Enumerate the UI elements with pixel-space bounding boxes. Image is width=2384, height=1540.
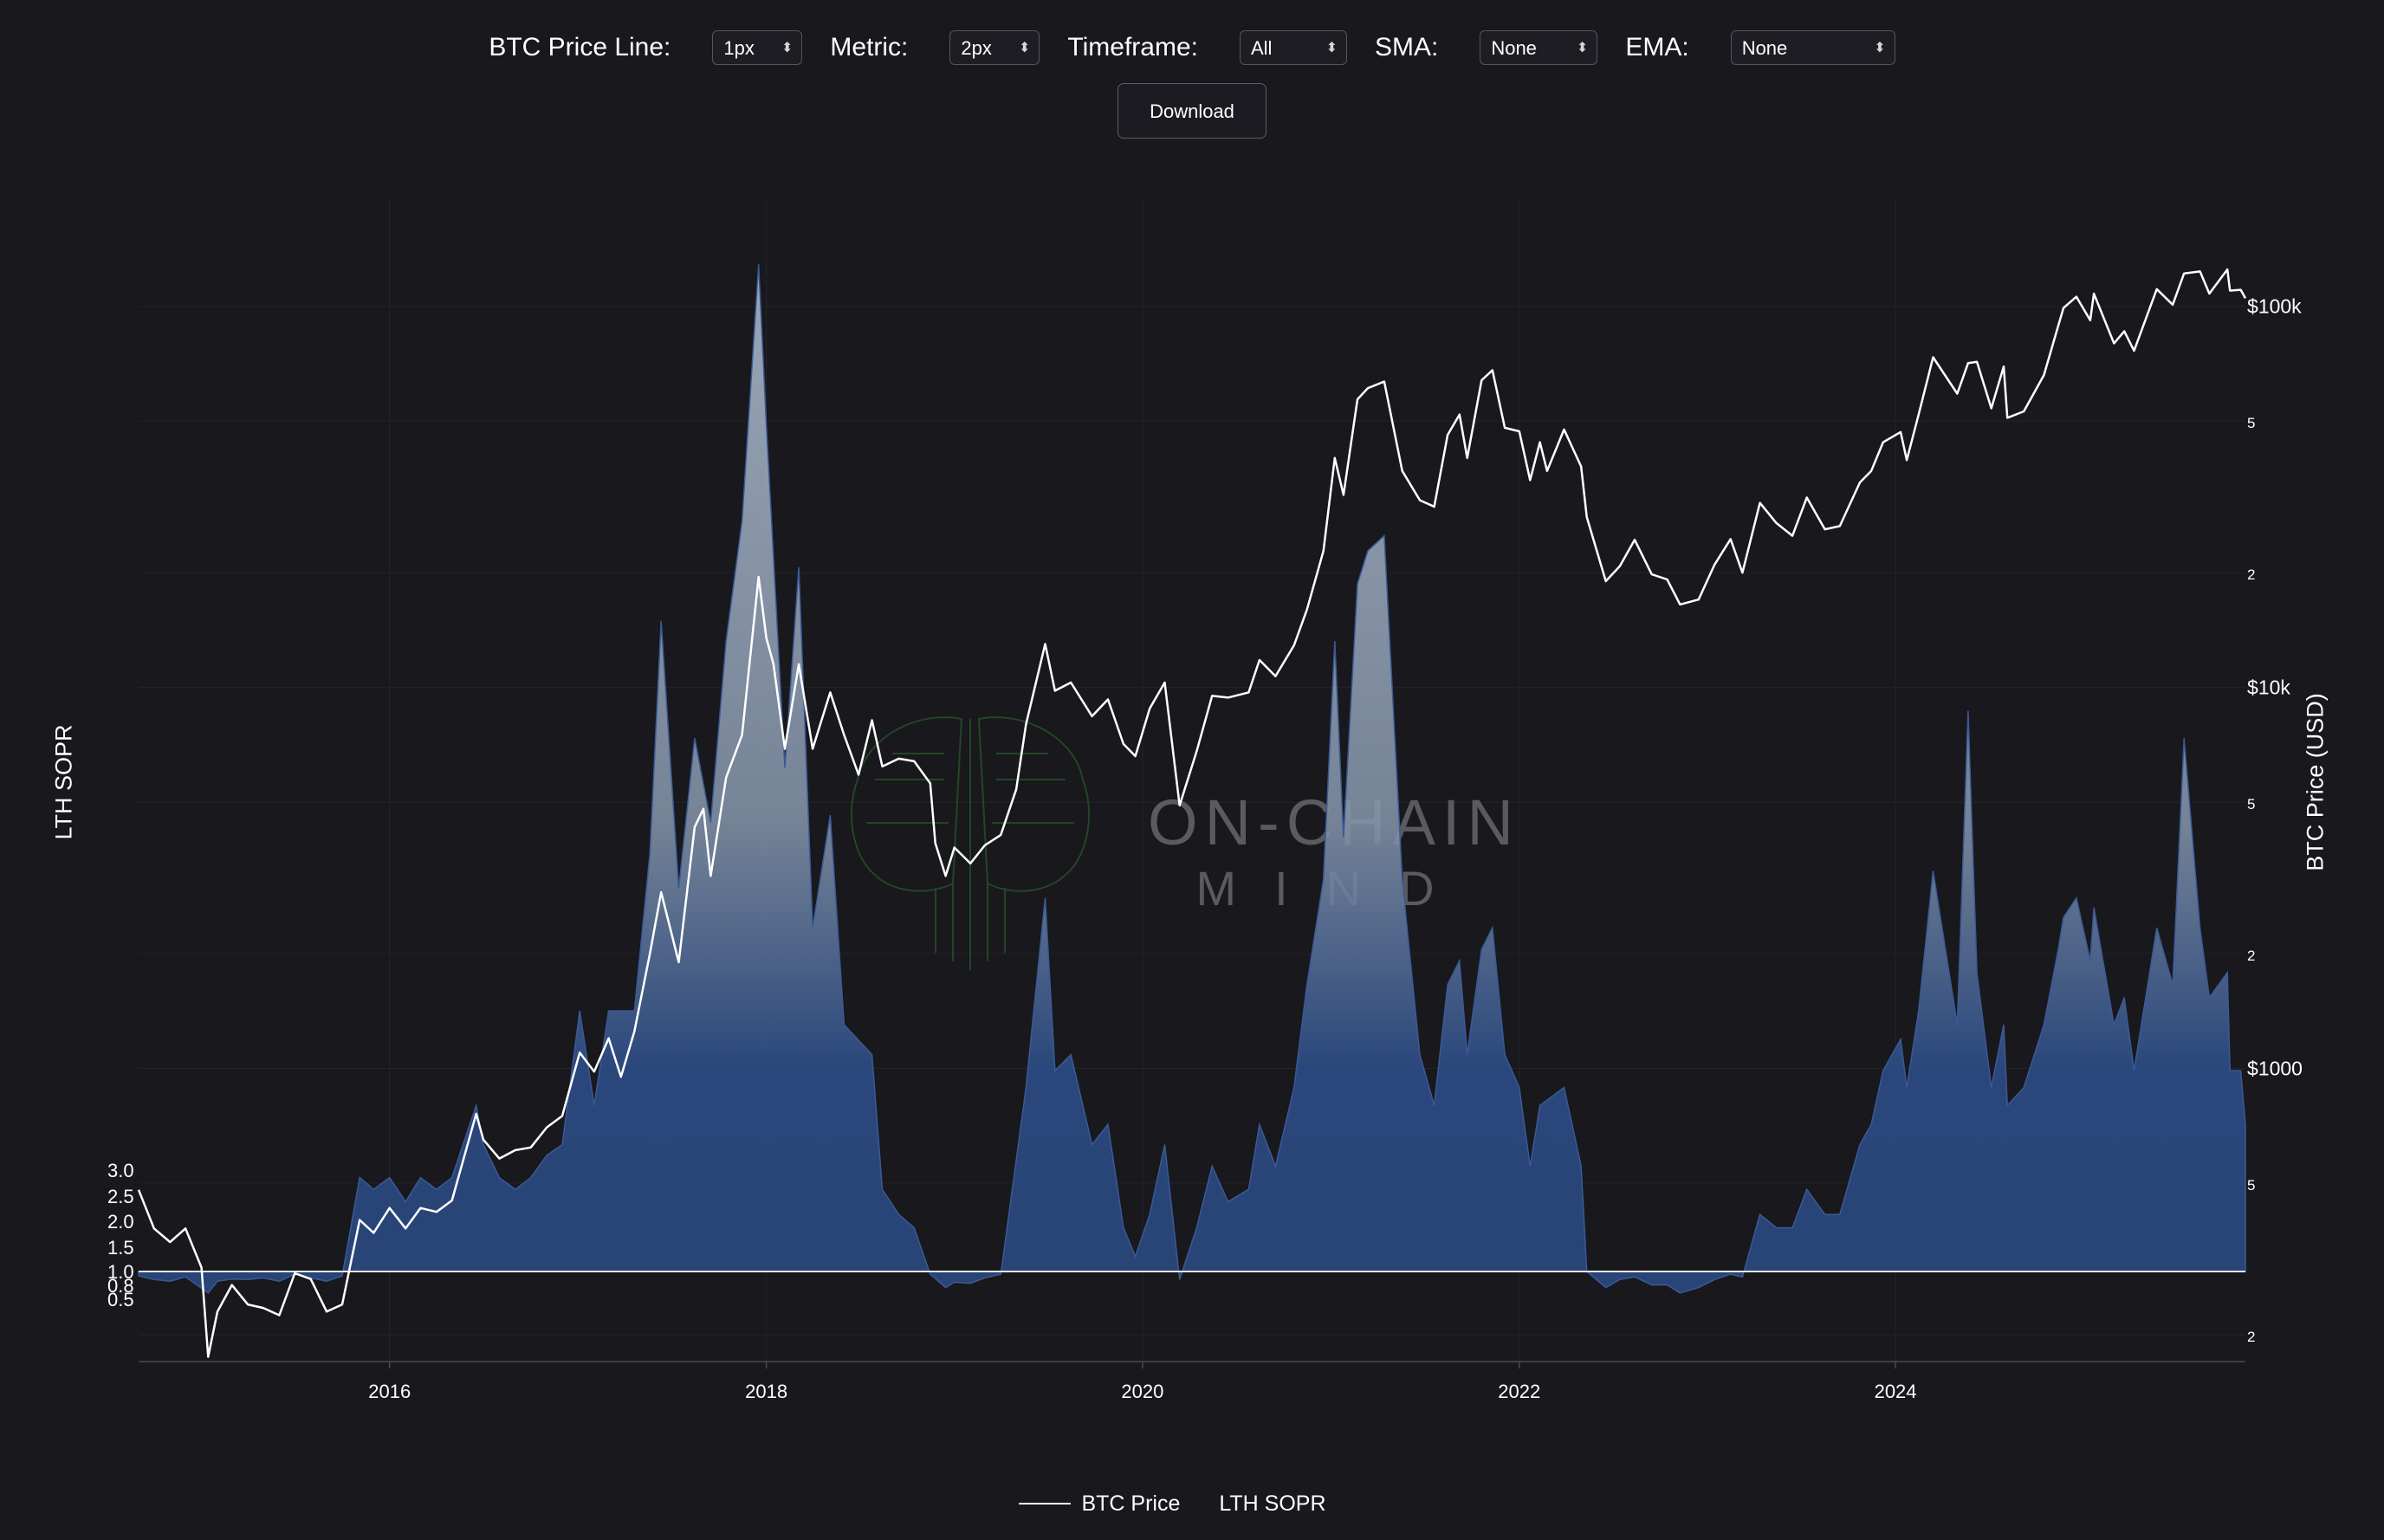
- right-tick-label: 5: [2247, 1177, 2255, 1194]
- left-axis-title: LTH SOPR: [50, 724, 77, 840]
- ema-label: EMA:: [1625, 33, 1689, 61]
- price-series: [137, 268, 2247, 1358]
- sma-value: None: [1491, 37, 1537, 59]
- select-arrows-icon: ⬍: [1018, 41, 1031, 55]
- left-tick-label: 1.0: [107, 1261, 134, 1283]
- x-tick-label: 2024: [1875, 1381, 1917, 1402]
- select-arrows-icon: ⬍: [1325, 41, 1338, 55]
- price-line-label: BTC Price Line:: [489, 33, 671, 61]
- left-tick-label: 0.8: [107, 1275, 134, 1297]
- right-tick-label: $10k: [2247, 676, 2290, 699]
- sma-label: SMA:: [1374, 33, 1439, 61]
- legend-item-lth-sopr[interactable]: LTH SOPR: [1219, 1491, 1325, 1517]
- left-tick-label: 2.0: [107, 1211, 134, 1233]
- ema-value: None: [1741, 37, 1788, 59]
- watermark: ON-CHAIN MIND: [850, 716, 1513, 970]
- right-tick-label: 2: [2247, 1329, 2255, 1345]
- left-tick-label: 0.5: [107, 1289, 134, 1310]
- metric-value: 2px: [961, 37, 992, 59]
- sopr-series: [138, 263, 2246, 1294]
- left-tick-label: 1.5: [107, 1237, 134, 1259]
- legend-line-swatch: [1019, 1503, 1072, 1504]
- metric-select[interactable]: 2px ⬍: [949, 30, 1040, 65]
- right-tick-label: 2: [2247, 566, 2255, 583]
- btc-price-line: [137, 268, 2247, 1358]
- timeframe-label: Timeframe:: [1067, 33, 1198, 61]
- x-tick-label: 2018: [745, 1381, 787, 1402]
- select-arrows-icon: ⬍: [1576, 41, 1589, 55]
- download-button[interactable]: Download: [1118, 83, 1266, 139]
- chart-controls: BTC Price Line: 1px ⬍ Metric: 2px ⬍ Time…: [0, 19, 2384, 76]
- chart-grid: [139, 199, 2245, 1362]
- select-arrows-icon: ⬍: [781, 41, 794, 55]
- x-tick-label: 2022: [1498, 1381, 1540, 1402]
- legend: BTC Price LTH SOPR: [0, 1486, 2384, 1521]
- metric-label: Metric:: [830, 33, 909, 61]
- timeframe-select[interactable]: All ⬍: [1239, 30, 1347, 65]
- x-tick-label: 2020: [1121, 1381, 1163, 1402]
- sma-select[interactable]: None ⬍: [1480, 30, 1598, 65]
- sopr-area: [138, 263, 2246, 1294]
- right-tick-label: $100k: [2247, 295, 2302, 318]
- left-tick-label: 2.5: [107, 1186, 134, 1207]
- right-tick-label: 5: [2247, 415, 2255, 431]
- right-axis-title: BTC Price (USD): [2302, 693, 2329, 871]
- price-line-select[interactable]: 1px ⬍: [712, 30, 803, 65]
- legend-item-btc-price[interactable]: BTC Price: [1019, 1491, 1180, 1517]
- ema-select[interactable]: None ⬍: [1730, 30, 1895, 65]
- timeframe-value: All: [1250, 37, 1273, 59]
- chart-axes: 2016 2018 2020 2022 2024 0.50.81.01.5 2.0 2.5 3.…: [107, 295, 2303, 1402]
- right-tick-label: $1000: [2247, 1057, 2303, 1079]
- price-line-value: 1px: [723, 37, 755, 59]
- right-tick-label: 5: [2247, 796, 2255, 812]
- left-tick-label: 3.0: [107, 1160, 134, 1181]
- legend-label: LTH SOPR: [1219, 1491, 1326, 1516]
- right-tick-label: 2: [2247, 948, 2255, 964]
- brain-logo-icon: [850, 716, 1091, 970]
- legend-label: BTC Price: [1081, 1491, 1181, 1516]
- x-tick-label: 2016: [368, 1381, 411, 1402]
- select-arrows-icon: ⬍: [1874, 41, 1886, 55]
